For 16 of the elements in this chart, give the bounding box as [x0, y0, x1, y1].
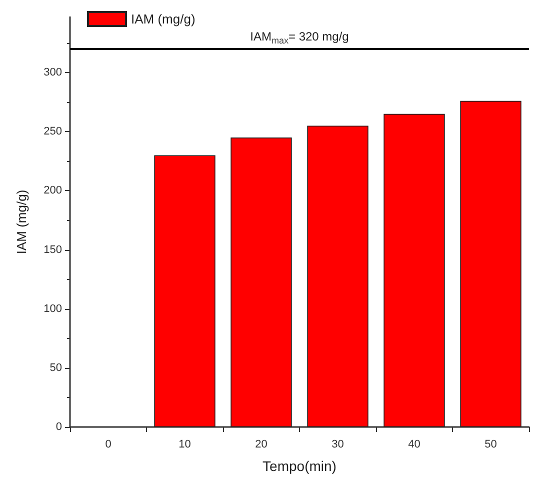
y-tick-label: 50 [50, 362, 62, 374]
x-tick-label: 30 [332, 438, 344, 450]
x-tick-label: 50 [484, 438, 497, 450]
y-tick-label: 100 [44, 302, 62, 315]
y-tick-label: 200 [44, 184, 62, 197]
x-tick-label: 20 [255, 438, 268, 450]
legend-label: IAM (mg/g) [131, 12, 196, 26]
y-tick-label: 300 [44, 66, 62, 79]
x-tick-label: 0 [105, 438, 112, 450]
y-tick-label: 250 [44, 126, 62, 138]
x-tick-label: 10 [178, 438, 191, 450]
x-axis-title: Tempo(min) [262, 458, 336, 474]
x-tick-label: 40 [408, 438, 420, 450]
y-tick-label: 150 [44, 244, 62, 256]
y-axis-title: IAM (mg/g) [14, 190, 29, 254]
y-tick-label: 0 [56, 421, 62, 433]
